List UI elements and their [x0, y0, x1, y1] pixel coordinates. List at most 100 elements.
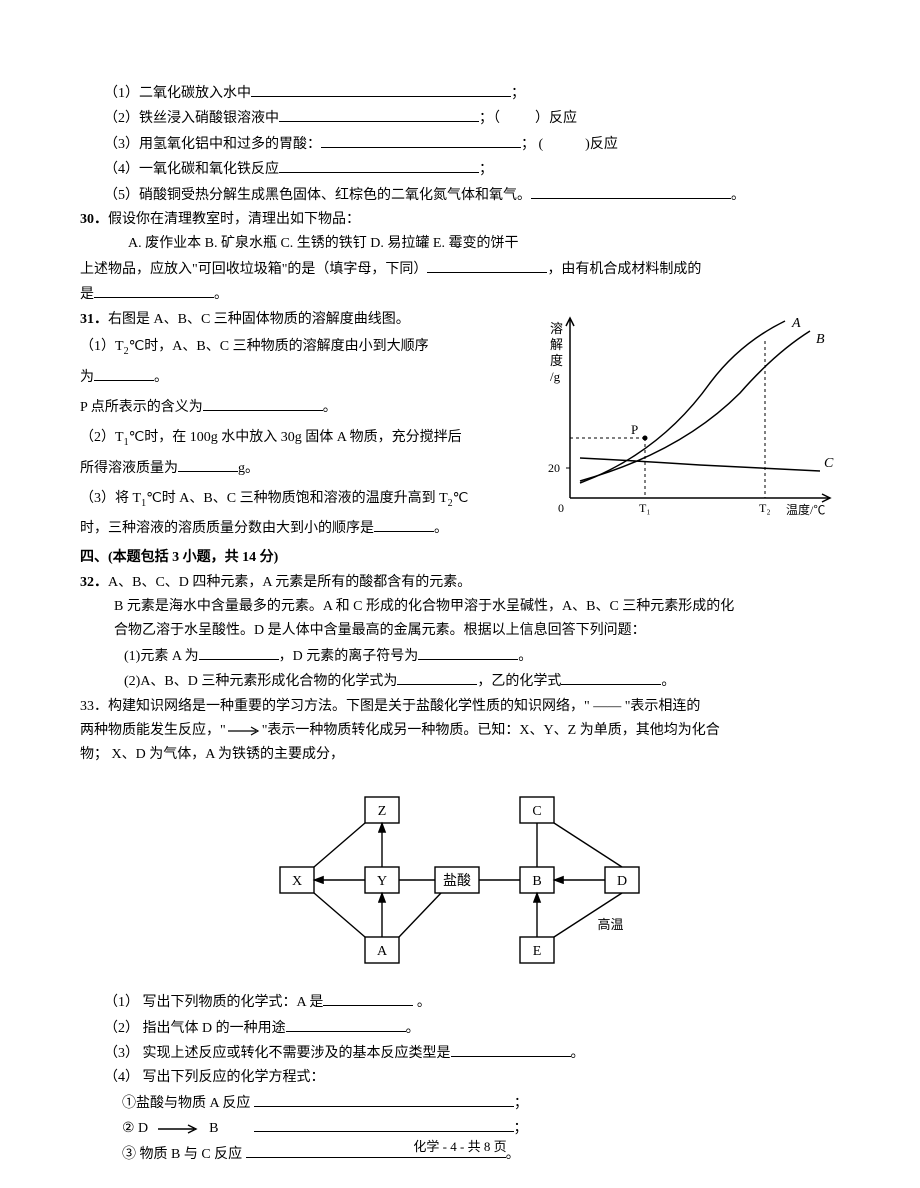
t: "表示一种物质转化成另一种物质。已知：X、Y、Z 为单质，其他均为化合: [262, 723, 720, 738]
svg-text:T₁: T₁: [639, 501, 651, 515]
page-container: （1）二氧化碳放入水中； （2）铁丝浸入硝酸银溶液中 ；（ ）反应 （3）用氢氧化…: [0, 0, 920, 1188]
t: 。: [154, 370, 168, 385]
t: ℃时，A、B、C 三种物质的溶解度由小到大顺序: [129, 339, 429, 354]
q30-options: A. 废作业本 B. 矿泉水瓶 C. 生锈的铁钉 D. 易拉罐 E. 霉变的饼干: [80, 233, 840, 255]
q30-text: 假设你在清理教室时，清理出如下物品：: [108, 212, 360, 227]
svg-text:20: 20: [548, 461, 560, 475]
q29-l2-mid: ；（: [479, 111, 500, 126]
svg-text:D: D: [617, 874, 627, 889]
q30-num: 30．: [80, 212, 108, 227]
svg-text:Y: Y: [377, 874, 387, 889]
t: （2） 指出气体 D 的一种用途: [104, 1021, 286, 1036]
blank: [279, 107, 479, 122]
q29-l4-post: ；: [479, 162, 493, 177]
q32-l3: 合物乙溶于水呈酸性。D 是人体中含量最高的金属元素。根据以上信息回答下列问题：: [80, 620, 840, 642]
q29-line1: （1）二氧化碳放入水中；: [80, 82, 840, 105]
q33-l1: 33．构建知识网络是一种重要的学习方法。下图是关于盐酸化学性质的知识网络，" —…: [80, 696, 840, 718]
t: ℃: [453, 491, 469, 506]
t: 时，三种溶液的溶质质量分数由大到小的顺序是: [80, 521, 374, 536]
q29-l4-pre: （4）一氧化碳和氧化铁反应: [104, 162, 279, 177]
q31-text: 右图是 A、B、C 三种固体物质的溶解度曲线图。: [108, 312, 410, 327]
q33-p4-1: ①盐酸与物质 A 反应 ；: [80, 1092, 840, 1115]
q33-l2: 两种物质能发生反应，" "表示一种物质转化成另一种物质。已知：X、Y、Z 为单质，…: [80, 720, 840, 742]
svg-text:Z: Z: [378, 804, 387, 819]
svg-text:T₂: T₂: [759, 501, 771, 515]
blank: [323, 991, 413, 1006]
blank: [451, 1042, 571, 1057]
t: 两种物质能发生反应，": [80, 723, 226, 738]
t: （3）将 T: [80, 491, 141, 506]
q29-l1-post: ；: [511, 86, 525, 101]
t: 。: [406, 1021, 420, 1036]
blank: [279, 158, 479, 173]
q30-line3: 是。: [80, 283, 840, 306]
q29-l5-pre: （5）硝酸铜受热分解生成黑色固体、红棕色的二氧化氮气体和氧气。: [104, 188, 531, 203]
svg-text:A: A: [377, 944, 388, 959]
q33-p1: （1） 写出下列物质的化学式：A 是 。: [80, 991, 840, 1014]
t: ，乙的化学式: [477, 674, 561, 689]
t: 。: [413, 995, 431, 1010]
q32-text: A、B、C、D 四种元素，A 元素是所有的酸都含有的元素。: [108, 575, 471, 590]
svg-text:E: E: [533, 944, 542, 959]
svg-text:B: B: [816, 332, 825, 347]
blank: [178, 457, 238, 472]
blank: [286, 1017, 406, 1032]
t: ℃时，在 100g 水中放入 30g 固体 A 物质，充分搅拌后: [129, 430, 462, 445]
t: （1） 写出下列物质的化学式：A 是: [104, 995, 323, 1010]
svg-text:C: C: [824, 456, 834, 471]
q32-lead: 32．A、B、C、D 四种元素，A 元素是所有的酸都含有的元素。: [80, 572, 840, 594]
t: g。: [238, 461, 259, 476]
blank: [321, 133, 521, 148]
t: 。: [571, 1046, 585, 1061]
blank: [251, 82, 511, 97]
svg-text:溶: 溶: [550, 321, 563, 336]
section4-header: 四、(本题包括 3 小题，共 14 分): [80, 547, 840, 569]
t: ；: [514, 1096, 528, 1111]
svg-text:度: 度: [550, 353, 563, 368]
q32-p2: (2)A、B、D 三种元素形成化合物的化学式为 ，乙的化学式 。: [80, 670, 840, 693]
q29-l3-pre: （3）用氢氧化铝中和过多的胃酸：: [104, 137, 321, 152]
svg-text:X: X: [292, 874, 302, 889]
q29-l3-mid: ； (: [521, 137, 543, 152]
blank: [254, 1117, 514, 1132]
q30-l3a: 是: [80, 287, 94, 302]
t: 。: [323, 400, 337, 415]
blank: [374, 517, 434, 532]
t: (2)A、B、D 三种元素形成化合物的化学式为: [124, 674, 397, 689]
t: （3） 实现上述反应或转化不需要涉及的基本反应类型是: [104, 1046, 451, 1061]
blank: [531, 184, 731, 199]
q30-l2b: ，由有机合成材料制成的: [547, 262, 701, 277]
blank: [254, 1092, 514, 1107]
t: (1)元素 A 为: [124, 649, 199, 664]
svg-text:A: A: [791, 316, 801, 331]
t: ② D: [122, 1121, 148, 1136]
q29-l2-post: ）反应: [535, 111, 577, 126]
q33-l3: 物； X、D 为气体，A 为铁锈的主要成分，: [80, 744, 840, 766]
svg-text:C: C: [532, 804, 541, 819]
q30-lead: 30．假设你在清理教室时，清理出如下物品：: [80, 209, 840, 231]
q29-line2: （2）铁丝浸入硝酸银溶液中 ；（ ）反应: [80, 107, 840, 130]
blank: [418, 645, 518, 660]
svg-text:温度/℃: 温度/℃: [786, 502, 825, 517]
q30-l3b: 。: [214, 287, 228, 302]
svg-text:解: 解: [550, 337, 563, 352]
t: 。: [661, 674, 675, 689]
blank: [203, 396, 323, 411]
network-diagram: XZYA盐酸BCED高温: [80, 787, 840, 981]
q32-l2: B 元素是海水中含量最多的元素。A 和 C 形成的化合物甲溶于水呈碱性，A、B、…: [80, 596, 840, 618]
svg-text:0: 0: [558, 501, 564, 515]
t: ，D 元素的离子符号为: [279, 649, 419, 664]
t: P 点所表示的含义为: [80, 400, 203, 415]
q31-num: 31．: [80, 312, 108, 327]
q29-l2-pre: （2）铁丝浸入硝酸银溶液中: [104, 111, 279, 126]
svg-text:盐酸: 盐酸: [443, 873, 471, 889]
blank: [94, 283, 214, 298]
q29-line3: （3）用氢氧化铝中和过多的胃酸：； ( )反应: [80, 133, 840, 156]
arrow-icon: [156, 1124, 202, 1134]
t: 为: [80, 370, 94, 385]
t: ℃时 A、B、C 三种物质饱和溶液的温度升高到 T: [146, 491, 448, 506]
q32-p1: (1)元素 A 为，D 元素的离子符号为。: [80, 645, 840, 668]
blank: [94, 366, 154, 381]
q30-line2: 上述物品，应放入"可回收垃圾箱"的是（填字母，下同），由有机合成材料制成的: [80, 258, 840, 281]
svg-text:高温: 高温: [598, 917, 624, 932]
